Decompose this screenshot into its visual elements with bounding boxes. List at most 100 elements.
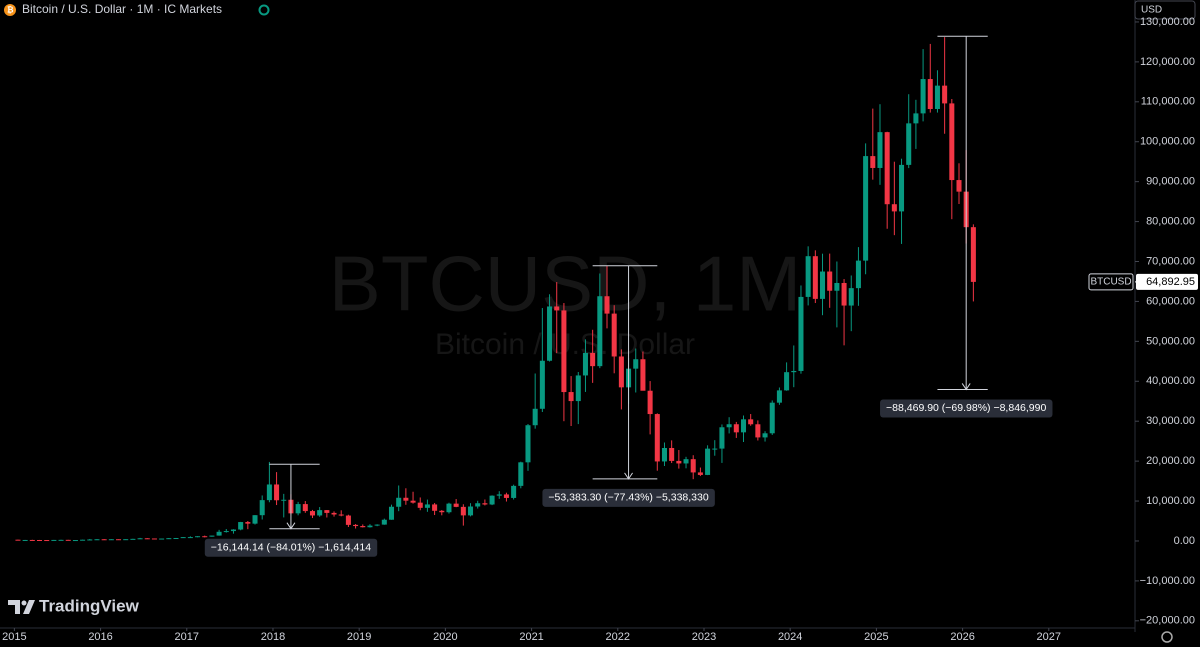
- tradingview-logo: TradingView: [8, 596, 140, 615]
- symbol-tag: BTCUSD: [1090, 277, 1131, 288]
- candle-body: [913, 113, 919, 124]
- range-arrow-head: [286, 522, 296, 530]
- candle-body: [769, 402, 775, 434]
- settings-icon[interactable]: [1161, 631, 1173, 643]
- candle-body: [36, 539, 43, 541]
- candle-body: [410, 500, 416, 503]
- candle-body: [532, 408, 538, 426]
- candle-body: [683, 459, 689, 464]
- candle-body: [80, 539, 86, 541]
- candle-body: [547, 306, 553, 361]
- candle-body: [503, 494, 509, 498]
- candle-body: [101, 539, 107, 541]
- currency-label[interactable]: USD: [1141, 5, 1162, 16]
- x-tick-label: 2025: [864, 631, 888, 643]
- candle-body: [855, 260, 861, 289]
- candle-body: [618, 356, 624, 388]
- candle-body: [338, 514, 344, 516]
- currency-button[interactable]: [1134, 0, 1196, 20]
- x-tick-label: 2018: [261, 631, 285, 643]
- candle-body: [166, 538, 172, 540]
- candle-body: [661, 447, 667, 462]
- candle-body: [712, 448, 718, 450]
- candle-body: [827, 271, 833, 291]
- x-tick-label: 2016: [88, 631, 112, 643]
- candle-body: [94, 539, 100, 541]
- candle-body: [525, 425, 531, 463]
- candle-body: [475, 503, 481, 507]
- candle-body: [446, 503, 452, 513]
- candle-body: [15, 539, 21, 541]
- candle-body: [453, 503, 459, 507]
- candle-body: [180, 537, 186, 539]
- candle-body: [396, 497, 402, 507]
- candle-body: [216, 531, 222, 536]
- candle-body: [740, 419, 747, 433]
- y-tick-label: 100,000.00: [1140, 136, 1195, 148]
- range-label: −88,469.90 (−69.98%) −8,846,990: [880, 399, 1053, 418]
- x-tick-label: 2022: [606, 631, 630, 643]
- candle-body: [812, 256, 818, 299]
- x-tick-label: 2015: [2, 631, 26, 643]
- candle-body: [460, 506, 466, 516]
- candle-body: [266, 484, 272, 501]
- candle-body: [906, 123, 912, 165]
- candle-body: [611, 313, 617, 357]
- y-tick-label: 120,000.00: [1140, 56, 1195, 68]
- candle-body: [949, 103, 955, 181]
- brand-name: TradingView: [39, 596, 140, 615]
- y-tick-label: 0.00: [1174, 535, 1195, 547]
- candle-body: [360, 526, 366, 528]
- candle-body: [561, 310, 567, 393]
- candle-body: [942, 85, 948, 104]
- y-tick-label: 20,000.00: [1146, 455, 1195, 467]
- candle-body: [353, 524, 359, 527]
- candle-body: [582, 352, 588, 376]
- candle-body: [403, 497, 409, 501]
- candle-body: [863, 156, 869, 261]
- x-tick-label: 2023: [692, 631, 716, 643]
- candle-body: [309, 511, 315, 516]
- candle-body: [108, 539, 114, 541]
- candle-body: [899, 164, 905, 212]
- candle-body: [281, 499, 287, 501]
- range-arrow-head: [624, 472, 633, 480]
- candle-body: [274, 484, 280, 501]
- candle-body: [884, 132, 890, 205]
- candle-body: [762, 433, 768, 438]
- candle-body: [367, 525, 373, 528]
- candle-body: [424, 504, 430, 508]
- candle-body: [604, 296, 610, 314]
- candle-body: [187, 537, 193, 539]
- y-tick-label: 40,000.00: [1146, 375, 1195, 387]
- candle-body: [230, 529, 236, 532]
- candle-body: [496, 494, 502, 496]
- candle-body: [317, 510, 323, 516]
- candle-body: [798, 296, 804, 371]
- candle-body: [791, 370, 797, 373]
- candle-body: [518, 462, 524, 486]
- range-label-text: −53,383.30 (−77.43%) −5,338,330: [548, 492, 708, 504]
- candle-body: [848, 288, 854, 306]
- x-tick-label: 2027: [1037, 631, 1061, 643]
- y-tick-label: 110,000.00: [1141, 96, 1195, 108]
- candle-body: [676, 460, 682, 464]
- x-tick-label: 2019: [347, 631, 371, 643]
- candle-body: [776, 390, 782, 403]
- symbol-tag-box: [1088, 273, 1134, 291]
- candle-body: [151, 538, 157, 540]
- candle-body: [87, 539, 93, 541]
- candle-body: [568, 392, 574, 402]
- candle-body: [690, 459, 696, 473]
- candle-body: [238, 522, 244, 530]
- candle-body: [324, 510, 330, 513]
- candle-body: [209, 535, 215, 537]
- candle-body: [554, 306, 560, 311]
- range-label-text: −16,144.14 (−84.01%) −1,614,414: [211, 541, 371, 553]
- logo-dot: [21, 600, 27, 606]
- candle-body: [259, 500, 265, 516]
- candle-body: [44, 540, 50, 542]
- candle-body: [640, 359, 646, 391]
- candle-body: [22, 539, 28, 541]
- candle-body: [633, 359, 639, 369]
